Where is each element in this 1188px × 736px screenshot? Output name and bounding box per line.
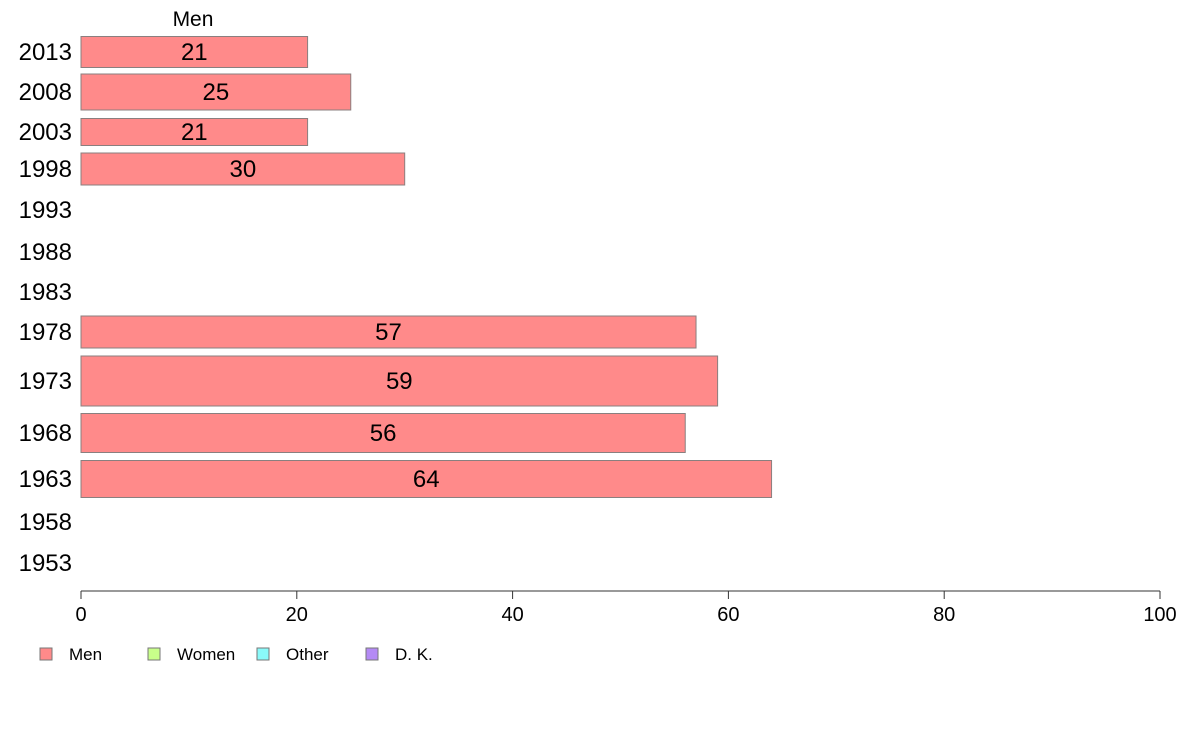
data-label: 21 [181, 119, 208, 146]
legend-label: D. K. [395, 645, 433, 664]
category-label: 1968 [19, 420, 72, 447]
legend-swatch-women [147, 647, 161, 661]
x-tick-label: 0 [75, 604, 86, 626]
data-label: 59 [386, 368, 413, 395]
category-label: 1993 [19, 197, 72, 224]
legend-swatch-men [39, 647, 53, 661]
category-label: 1958 [19, 509, 72, 536]
bar-2013 [80, 36, 309, 68]
series-title: Men [173, 8, 214, 31]
legend-swatch-other [256, 647, 270, 661]
category-label: 1963 [19, 466, 72, 493]
bar-1963 [80, 460, 773, 498]
x-tick-label: 100 [1143, 604, 1176, 626]
category-label: 1973 [19, 368, 72, 395]
x-tick-label: 80 [933, 604, 955, 626]
x-tick-label: 60 [717, 604, 739, 626]
legend-label: Women [177, 645, 235, 664]
legend: Men Women Other D. K. [39, 645, 433, 664]
data-label: 64 [413, 466, 440, 493]
data-label: 30 [229, 156, 256, 183]
category-label: 2003 [19, 119, 72, 146]
bar-1968 [80, 413, 686, 453]
category-label: 2008 [19, 79, 72, 106]
data-label: 25 [203, 79, 230, 106]
category-label: 1983 [19, 279, 72, 306]
data-label: 56 [370, 420, 397, 447]
legend-label: Men [69, 645, 102, 664]
legend-label: Other [286, 645, 329, 664]
data-labels: 21 25 21 30 57 59 56 64 [181, 39, 440, 493]
category-labels: 2013 2008 2003 1998 1993 1988 1983 1978 1973 1968… [19, 39, 72, 577]
category-label: 1988 [19, 239, 72, 266]
category-label: 1998 [19, 156, 72, 183]
bar-2008 [80, 73, 352, 111]
data-label: 21 [181, 39, 208, 66]
category-label: 1953 [19, 550, 72, 577]
x-axis: 0 20 40 60 80 100 [75, 590, 1177, 626]
x-tick-label: 40 [501, 604, 523, 626]
category-label: 2013 [19, 39, 72, 66]
bar-1978 [80, 315, 697, 349]
category-label: 1978 [19, 319, 72, 346]
data-label: 57 [375, 319, 402, 346]
legend-swatch-dk [365, 647, 379, 661]
bar-2003 [80, 118, 309, 146]
bar-1973 [80, 355, 719, 407]
bar-1998 [80, 152, 406, 186]
bars [80, 36, 773, 498]
x-tick-label: 20 [286, 604, 308, 626]
